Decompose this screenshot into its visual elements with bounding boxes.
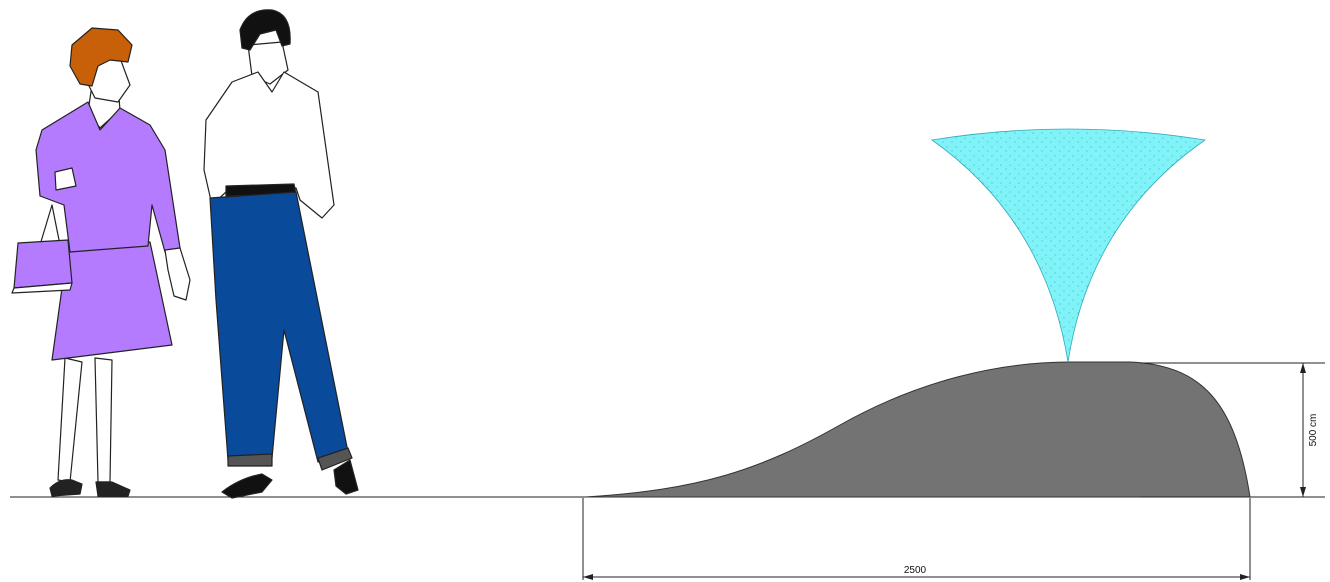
- width-label: 2500: [904, 565, 927, 576]
- height-dimension: 500 cm: [1140, 362, 1325, 498]
- figure-woman-purple: [11, 27, 191, 497]
- canopy-cone: [930, 128, 1207, 363]
- width-dimension: 2500: [582, 498, 1251, 580]
- figure-woman-blue: [203, 9, 359, 499]
- height-label: 500 cm: [1308, 414, 1319, 447]
- mound: [584, 361, 1251, 498]
